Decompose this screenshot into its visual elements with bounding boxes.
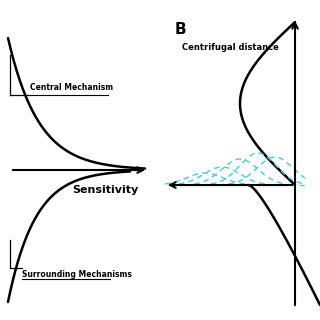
Text: Central Mechanism: Central Mechanism (30, 83, 113, 92)
Text: Sensitivity: Sensitivity (72, 185, 138, 195)
Text: Centrifugal distance: Centrifugal distance (181, 43, 278, 52)
Text: Surrounding Mechanisms: Surrounding Mechanisms (22, 270, 132, 279)
Text: B: B (175, 22, 187, 37)
